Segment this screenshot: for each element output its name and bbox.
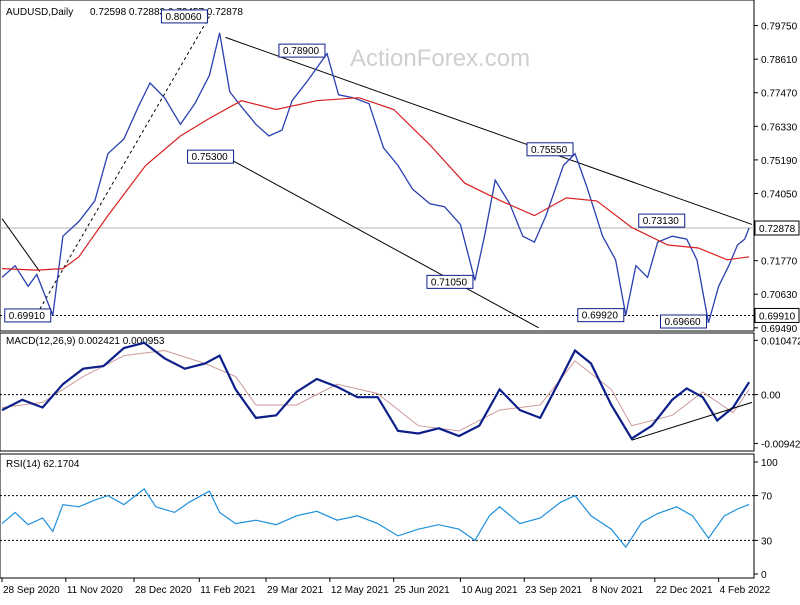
macd-label: MACD(12,26,9) 0.002421 0.000953	[6, 336, 165, 347]
rsi-ytick-label: 0	[761, 570, 767, 581]
price-panel: ActionForex.com AUDUSD,Daily 0.72598 0.7…	[0, 0, 800, 335]
price-annotation-box	[577, 308, 625, 323]
macd-line	[1, 341, 751, 441]
price-annotation-box	[659, 314, 707, 329]
price-panel-frame	[0, 0, 755, 332]
current-price-tag	[754, 220, 800, 236]
current-price-tag-label: 0.72878	[759, 224, 796, 235]
price-ytick-label: 0.76330	[761, 122, 798, 133]
price-annotation-label: 0.71050	[431, 277, 468, 288]
x-tick-label: 10 Aug 2021	[461, 585, 518, 596]
trendline	[225, 36, 753, 225]
trendline	[1, 218, 41, 272]
x-tick-label: 8 Nov 2021	[592, 585, 644, 596]
macd-trendline	[631, 401, 753, 441]
price-annotation-box	[160, 9, 208, 24]
macd-ytick-label: 0.00	[761, 391, 781, 402]
price-annotation-label: 0.69920	[582, 311, 619, 322]
x-axis: 28 Sep 2020 11 Nov 2020 28 Dec 2020 11 Feb …	[1, 578, 771, 596]
price-ytick-label: 0.74050	[761, 189, 798, 200]
price-annotation-label: 0.80060	[165, 12, 202, 23]
x-tick-label: 12 May 2021	[331, 585, 389, 596]
price-annotation-label: 0.69660	[664, 317, 701, 328]
price-annotation-box	[426, 274, 474, 289]
x-tick-label: 28 Sep 2020	[3, 585, 60, 596]
price-ytick-label: 0.79750	[761, 22, 798, 33]
rsi-plot: 100 70 30 0	[0, 458, 778, 581]
price-annotation-box	[526, 142, 574, 157]
price-annotation-label: 0.73130	[643, 216, 680, 227]
price-annotation-box	[278, 43, 326, 58]
support-price-tag-label: 0.69910	[759, 311, 796, 322]
macd-ytick-label: 0.010472	[761, 336, 800, 347]
symbol-label: AUDUSD,Daily	[6, 7, 73, 18]
price-annotation-label: 0.75550	[531, 145, 568, 156]
price-annotation-box	[4, 308, 52, 323]
rsi-label: RSI(14) 62.1704	[6, 459, 80, 470]
price-line	[1, 32, 750, 323]
macd-ytick-label: -0.009426	[761, 439, 800, 450]
rsi-panel-frame	[0, 453, 755, 579]
x-tick-label: 4 Feb 2022	[720, 585, 771, 596]
price-annotation-label: 0.69910	[9, 311, 46, 322]
rsi-ytick-label: 70	[761, 492, 773, 503]
price-ytick-label: 0.69490	[761, 324, 798, 335]
macd-plot: 0.010472 0.00 -0.009426	[0, 336, 800, 450]
rsi-ytick-label: 30	[761, 536, 773, 547]
trendline	[225, 156, 539, 329]
x-tick-label: 11 Nov 2020	[67, 585, 123, 596]
support-price-tag	[754, 307, 800, 323]
rsi-ytick-label: 100	[761, 458, 778, 469]
price-annotation-box	[638, 213, 686, 228]
x-tick-label: 28 Dec 2020	[135, 585, 192, 596]
price-ytick-label: 0.77470	[761, 89, 798, 100]
x-tick-label: 11 Feb 2021	[200, 585, 256, 596]
price-plot: 0.79750 0.78610 0.77470 0.76330 0.75190 0.740…	[0, 9, 800, 335]
macd-panel-frame	[0, 332, 755, 452]
price-ytick-label: 0.78610	[761, 55, 798, 66]
x-tick-label: 23 Sep 2021	[525, 585, 582, 596]
macd-panel: MACD(12,26,9) 0.002421 0.000953 0.010472…	[0, 332, 800, 452]
price-ytick-label: 0.71770	[761, 257, 798, 268]
x-tick-label: 22 Dec 2021	[656, 585, 713, 596]
rsi-panel: RSI(14) 62.1704 100 70 30 0	[0, 453, 778, 581]
price-annotation-label: 0.78900	[283, 46, 320, 57]
price-annotation-label: 0.75300	[192, 152, 229, 163]
price-ytick-label: 0.75190	[761, 156, 798, 167]
macd-signal-line	[1, 349, 750, 432]
x-tick-label: 29 Mar 2021	[267, 585, 324, 596]
x-tick-label: 25 Jun 2021	[395, 585, 450, 596]
price-annotation-box	[187, 149, 235, 164]
rsi-line	[1, 488, 750, 549]
watermark: ActionForex.com	[350, 45, 530, 72]
moving-average-line	[1, 97, 750, 271]
price-ytick-label: 0.70630	[761, 290, 798, 301]
